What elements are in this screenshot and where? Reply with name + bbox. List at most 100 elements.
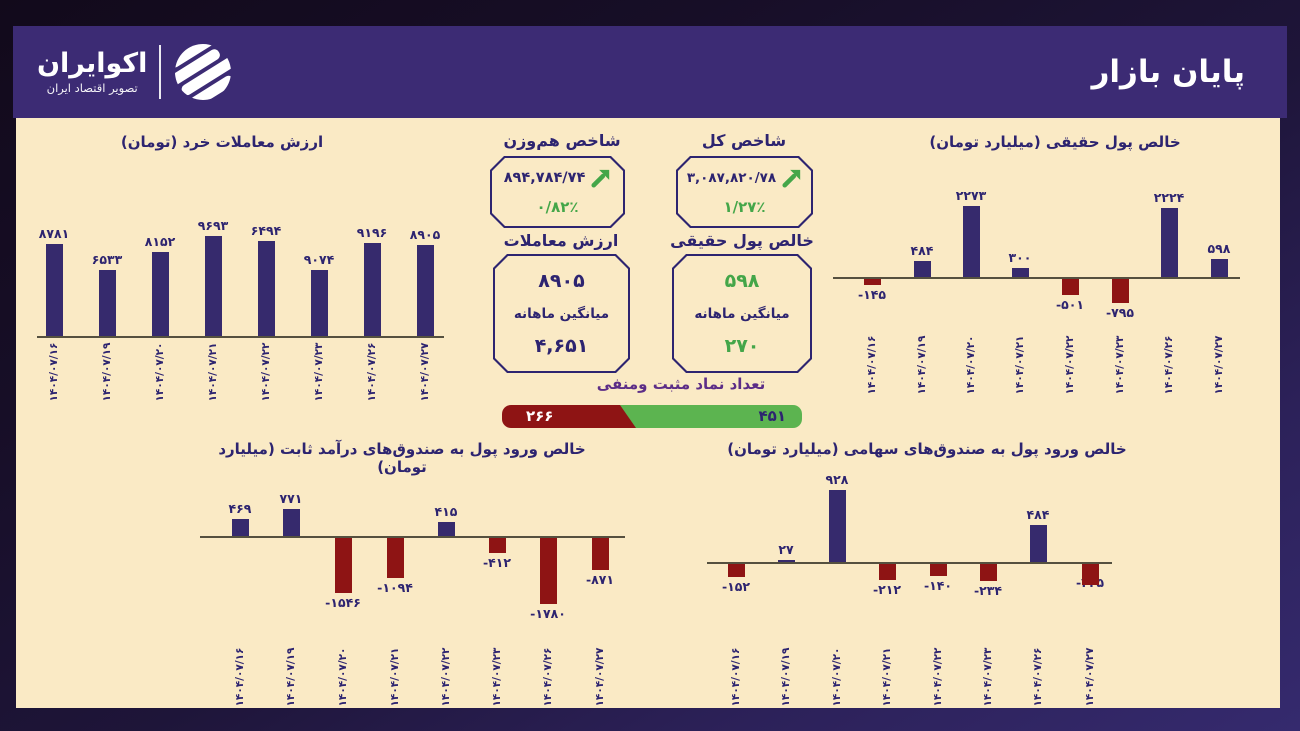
equity-funds-flow-date-label: ۱۴۰۴/۰۷/۲۱ (881, 647, 893, 707)
fixed-income-funds-flow-bar-value-label: ۷۷۱ (279, 491, 303, 506)
equal-weight-index-value-row: ۸۹۴,۷۸۴/۷۴ (504, 168, 612, 188)
equity-funds-flow-axis (707, 562, 1112, 564)
negative-symbols-segment (502, 405, 642, 428)
retail-trade-value-title: ارزش معاملات خرد (تومان) (120, 133, 324, 151)
brand-lockup: اکوایران تصویر اقتصاد ایران (37, 26, 234, 118)
fixed-income-funds-flow-date-label: ۱۴۰۴/۰۷/۲۲ (440, 647, 452, 707)
equity-funds-flow-bar (1029, 525, 1047, 563)
net-real-money-date-label: ۱۴۰۴/۰۷/۲۰ (965, 335, 977, 395)
equal-weight-index-value: ۸۹۴,۷۸۴/۷۴ (503, 170, 586, 186)
fixed-income-funds-flow-date-label: ۱۴۰۴/۰۷/۱۶ (234, 647, 246, 707)
net-real-money-bar (913, 261, 931, 278)
equity-funds-flow-bar (878, 564, 896, 580)
equity-funds-flow-bar (979, 564, 997, 581)
fixed-income-funds-flow-axis (200, 536, 625, 538)
retail-trade-value-bar-value-label: ۶۵۳۳ (91, 252, 123, 267)
equity-funds-flow-bar-value-label: -۱۴۰ (923, 578, 953, 593)
net-real-money-date-label: ۱۴۰۴/۰۷/۱۹ (916, 335, 928, 395)
retail-trade-value-bar (45, 244, 63, 337)
retail-trade-value-bar-value-label: ۸۷۸۱ (38, 226, 70, 241)
fixed-income-funds-flow-bar (231, 519, 249, 537)
net-real-money-bar-value-label: -۷۹۵ (1105, 305, 1135, 320)
net-real-money-bar (1210, 259, 1228, 278)
net-real-money-bar-value-label: ۵۹۸ (1207, 241, 1231, 256)
fixed-income-funds-flow-bar (334, 538, 352, 593)
equity-funds-flow-bar-value-label: ۹۲۸ (825, 472, 849, 487)
total-index-change: ۱/۲۷٪ (723, 198, 766, 216)
fixed-income-funds-flow-title: خالص ورود پول به صندوق‌های درآمد ثابت (م… (218, 440, 586, 476)
fixed-income-funds-flow-bar-value-label: -۸۷۱ (585, 572, 615, 587)
brand-tagline: تصویر اقتصاد ایران (46, 81, 138, 95)
net-real-money-bar-value-label: ۳۰۰ (1008, 250, 1032, 265)
retail-trade-value-date-label: ۱۴۰۴/۰۷/۲۷ (419, 342, 431, 402)
retail-trade-value-bar (310, 270, 328, 337)
trade-value-avg-amount: ۴,۶۵۱ (534, 335, 589, 358)
fixed-income-funds-flow-bar-value-label: ۴۱۵ (434, 504, 458, 519)
net-real-money-bar (1011, 268, 1029, 278)
fixed-income-funds-flow-bar (539, 538, 557, 604)
equal-weight-index-change: ۰/۸۲٪ (536, 198, 579, 216)
equal-weight-index-title: شاخص هم‌وزن (503, 131, 621, 150)
retail-trade-value-bar-value-label: ۹۶۹۳ (197, 218, 229, 233)
net-real-money-date-label: ۱۴۰۴/۰۷/۲۶ (1163, 335, 1175, 395)
equity-funds-flow-date-label: ۱۴۰۴/۰۷/۱۹ (780, 647, 792, 707)
equity-funds-flow-bar (777, 560, 795, 563)
retail-trade-value-date-label: ۱۴۰۴/۰۷/۲۰ (154, 342, 166, 402)
fixed-income-funds-flow-date-label: ۱۴۰۴/۰۷/۲۱ (389, 647, 401, 707)
fixed-income-funds-flow-bar-value-label: -۱۵۴۶ (325, 595, 361, 610)
net-real-money-bar (962, 206, 980, 278)
negative-symbols-count: ۲۶۶ (526, 407, 554, 425)
fixed-income-funds-flow-bar (437, 522, 455, 537)
brand-text: اکوایران تصویر اقتصاد ایران (37, 48, 148, 96)
real-money-amount: ۵۹۸ (724, 269, 760, 292)
trade-value-amount: ۸۹۰۵ (538, 269, 585, 292)
retail-trade-value-bar (204, 236, 222, 337)
net-real-money-date-label: ۱۴۰۴/۰۷/۲۷ (1213, 335, 1225, 395)
net-real-money-bar-value-label: -۱۴۵ (857, 287, 887, 302)
symbols-count-title: تعداد نماد مثبت ومنفی (596, 375, 766, 393)
net-real-money-axis (833, 277, 1240, 279)
retail-trade-value-bar-value-label: ۹۰۷۴ (303, 252, 335, 267)
net-real-money-bar (863, 279, 881, 285)
equity-funds-flow-date-label: ۱۴۰۴/۰۷/۲۳ (982, 647, 994, 707)
fixed-income-funds-flow-date-label: ۱۴۰۴/۰۷/۱۹ (285, 647, 297, 707)
fixed-income-funds-flow-date-label: ۱۴۰۴/۰۷/۲۰ (337, 647, 349, 707)
retail-trade-value-date-label: ۱۴۰۴/۰۷/۲۱ (207, 342, 219, 402)
equity-funds-flow-bar (727, 564, 745, 577)
retail-trade-value-bar (151, 252, 169, 337)
retail-trade-value-bar (416, 245, 434, 337)
retail-trade-value-date-label: ۱۴۰۴/۰۷/۲۳ (313, 342, 325, 402)
header-bar: اکوایران تصویر اقتصاد ایران پایان بازار (13, 26, 1287, 118)
brand-divider (159, 45, 162, 99)
up-trend-arrow-icon (591, 168, 611, 188)
total-index-value: ۳,۰۸۷,۸۲۰/۷۸ (686, 170, 777, 186)
dashboard-card: شاخص هم‌وزن شاخص کل ۸۹۴,۷۸۴/۷۴ ۰/۸۲٪ ۳,۰… (16, 118, 1280, 708)
equity-funds-flow-bar-value-label: -۱۵۲ (721, 579, 751, 594)
equity-funds-flow-title: خالص ورود پول به صندوق‌های سهامی (میلیار… (727, 440, 1127, 458)
real-money-title: خالص پول حقیقی (670, 231, 814, 250)
brand-name: اکوایران (37, 48, 148, 79)
retail-trade-value-bar-value-label: ۹۱۹۶ (356, 225, 388, 240)
retail-trade-value-bar (257, 241, 275, 337)
net-real-money-bar-value-label: ۲۲۲۴ (1153, 190, 1185, 205)
fixed-income-funds-flow-bar (591, 538, 609, 570)
positive-symbols-count: ۴۵۱ (758, 407, 786, 425)
total-index-title: شاخص کل (701, 131, 787, 150)
fixed-income-funds-flow-date-label: ۱۴۰۴/۰۷/۲۶ (542, 647, 554, 707)
net-real-money-bar (1111, 279, 1129, 303)
fixed-income-funds-flow-bar-value-label: -۱۰۹۴ (377, 580, 413, 595)
trade-value-title: ارزش معاملات (503, 231, 619, 250)
retail-trade-value-bar-value-label: ۸۹۰۵ (409, 227, 441, 242)
real-money-box: ۵۹۸ میانگین ماهانه ۲۷۰ (672, 254, 812, 373)
equity-funds-flow-date-label: ۱۴۰۴/۰۷/۱۶ (730, 647, 742, 707)
fixed-income-funds-flow-bar (386, 538, 404, 578)
real-money-avg-label: میانگین ماهانه (694, 305, 790, 322)
up-trend-arrow-icon (782, 168, 802, 188)
net-real-money-bar (1061, 279, 1079, 295)
retail-trade-value-date-label: ۱۴۰۴/۰۷/۲۲ (260, 342, 272, 402)
fixed-income-funds-flow-date-label: ۱۴۰۴/۰۷/۲۳ (491, 647, 503, 707)
equity-funds-flow-bar (929, 564, 947, 576)
retail-trade-value-bar (363, 243, 381, 337)
fixed-income-funds-flow-bar-value-label: -۱۷۸۰ (530, 606, 566, 621)
equity-funds-flow-bar-value-label: ۴۸۴ (1026, 507, 1050, 522)
